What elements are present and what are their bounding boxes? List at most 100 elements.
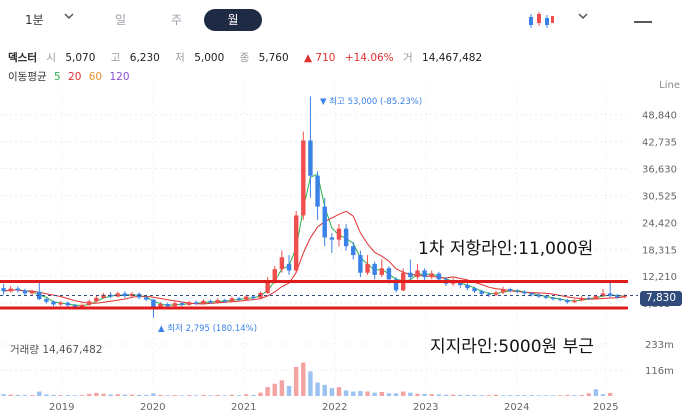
candle-body [279,257,285,270]
tab-week[interactable]: 주 [171,13,183,27]
support-annotation: 지지라인:5000원 부근 [430,337,594,357]
candle-body [365,263,370,273]
x-tick-label: 2022 [322,402,347,413]
volume-bar [243,394,249,396]
candle-body [458,281,463,286]
candle-body [37,291,42,300]
candle-body [286,263,292,271]
volume-bar [322,384,327,396]
volume-bar [158,394,163,396]
volume-bar [529,395,534,396]
volume-bar [79,395,85,396]
close-label: 종 [239,52,250,64]
candle-body [386,268,392,280]
chart-grid [0,82,628,396]
volume-bar [129,394,135,396]
x-tick-label: 2025 [593,402,618,413]
candle-body [15,288,21,291]
volume-bar [543,395,549,396]
volume-label: 거 [403,52,413,64]
x-tick-label: 2023 [413,402,438,413]
candle-body [343,228,349,247]
low-value: 5,000 [194,52,225,64]
candles [1,96,627,318]
candle-body [408,272,413,278]
volume-bar [251,394,256,396]
candle-body [500,289,506,293]
candle-body [251,296,256,298]
level-lines [0,280,638,310]
current-price-tag: 7,830 [640,291,682,306]
volume-bar [8,394,13,396]
volume-bar [450,394,456,396]
volume-bar [400,391,406,396]
candle-body [586,297,591,299]
volume-tick-label: 233m [645,340,674,351]
volume-bar [293,367,299,396]
candlestick-chart-icon[interactable] [527,11,555,29]
candle-body [579,297,584,301]
volume-bar [429,394,434,396]
volume-bar [565,394,570,396]
volume-bar [301,362,306,396]
candle-body [336,228,342,240]
volume-bar [222,395,228,396]
candle-body [522,291,527,294]
volume-bar [144,394,149,396]
candle-body [115,293,120,297]
volume-bar [358,391,363,396]
volume-bar [101,393,106,396]
volume-bar [179,395,185,396]
x-tick-label: 2024 [504,402,529,413]
candle-body [615,295,620,298]
candle-body [58,302,63,305]
volume-bar [393,393,399,396]
candle-body [572,300,577,303]
menu-icon[interactable] [632,12,654,28]
stock-info-bar: 덱스터 시 5,070 고 6,230 저 5,000 종 5,760 ▲ 71… [8,50,494,65]
volume-bar [51,394,56,396]
volume-bar [329,388,335,396]
candle-body [508,289,513,291]
volume-bar [336,387,342,396]
chart-type-label[interactable]: Line [659,80,680,91]
timeframe-minute-select[interactable]: 1분 [25,9,44,31]
x-tick-label: 2019 [49,402,74,413]
ma5-label: 5 [53,71,61,83]
candle-body [229,298,235,302]
chevron-down-icon[interactable] [64,11,74,21]
candle-body [565,300,570,303]
moving-average-legend[interactable]: 이동평균 5 20 60 120 [8,69,134,84]
chevron-down-icon[interactable] [578,11,588,21]
ma-label: 이동평균 [8,71,47,83]
volume-bar [572,395,577,396]
y-tick-label: 12,210 [642,272,677,283]
candle-body [358,255,363,273]
candle-body [308,140,313,176]
candle-body [72,305,78,308]
candle-body [243,296,249,300]
tab-day[interactable]: 일 [115,13,127,27]
volume-bar [151,393,156,396]
volume-bar [122,394,128,396]
volume-bar [65,395,71,396]
volume-bar [265,387,270,396]
open-value: 5,070 [65,52,96,64]
candle-body [122,293,128,297]
candle-body [8,288,13,292]
candle-body [265,280,270,293]
tab-month[interactable]: 월 [204,9,262,31]
volume-bar [58,395,63,396]
volume-bar [486,395,492,396]
volume-tick-label: 116m [645,366,674,377]
volume-bar [272,383,277,396]
candle-body [79,304,85,308]
candle-body [179,303,185,305]
price-axis: 48,840 42,735 36,630 30,525 24,420 18,315 12,2… [642,111,677,310]
ma20-line [3,210,625,305]
volume-bar [607,392,613,396]
candle-body [293,215,299,271]
candle-body [301,140,306,216]
volume-bar [236,395,242,396]
